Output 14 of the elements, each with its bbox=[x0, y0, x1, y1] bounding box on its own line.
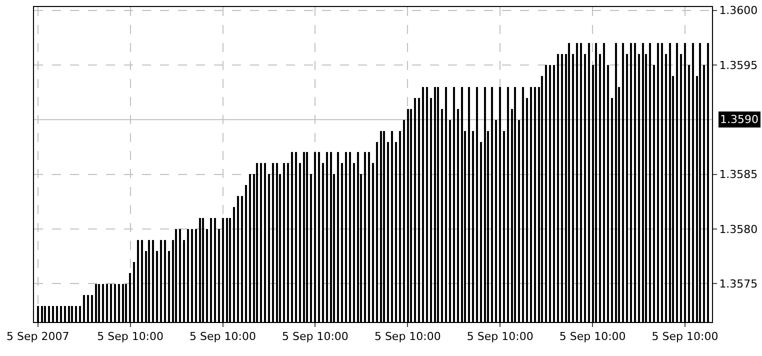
x-tick-label: 5 Sep 10:00 bbox=[97, 330, 164, 344]
y-tick-label: 1.3600 bbox=[719, 4, 758, 18]
x-tick-label: 5 Sep 10:00 bbox=[190, 330, 256, 344]
x-tick-label: 5 Sep 10:00 bbox=[466, 330, 534, 344]
y-tick-label: 1.3580 bbox=[719, 222, 758, 236]
y-tick-label: 1.3575 bbox=[719, 278, 758, 291]
y-tick-label: 1.3585 bbox=[719, 168, 758, 182]
x-tick-label: 5 Sep 10:00 bbox=[374, 330, 441, 344]
ref-line-label: 1.3590 bbox=[720, 113, 758, 126]
x-tick-label: 5 Sep 10:00 bbox=[652, 330, 718, 344]
x-tick-label: 5 Sep 2007 bbox=[6, 330, 70, 344]
x-tick-label: 5 Sep 10:00 bbox=[559, 330, 626, 344]
x-tick-label: 5 Sep 10:00 bbox=[282, 330, 348, 344]
y-tick-label: 1.3595 bbox=[719, 58, 758, 72]
